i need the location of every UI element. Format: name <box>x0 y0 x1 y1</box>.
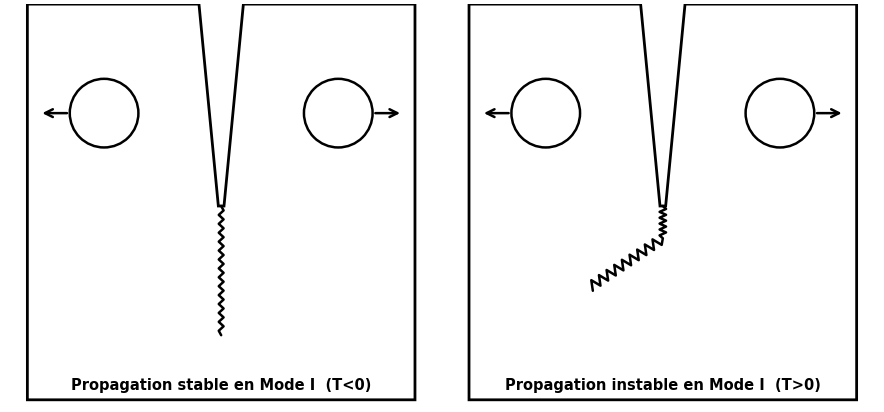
Text: Propagation stable en Mode I  (T<0): Propagation stable en Mode I (T<0) <box>71 378 371 393</box>
Text: Propagation instable en Mode I  (T>0): Propagation instable en Mode I (T>0) <box>505 378 820 393</box>
